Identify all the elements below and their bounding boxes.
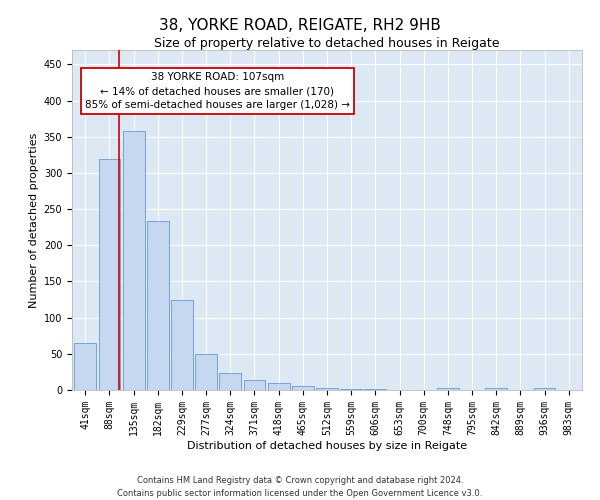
Bar	[195, 354, 217, 390]
Bar	[98, 158, 121, 390]
Text: 38, YORKE ROAD, REIGATE, RH2 9HB: 38, YORKE ROAD, REIGATE, RH2 9HB	[159, 18, 441, 32]
Bar	[147, 222, 169, 390]
Bar	[316, 388, 338, 390]
Bar	[123, 131, 145, 390]
Bar	[268, 384, 290, 390]
X-axis label: Distribution of detached houses by size in Reigate: Distribution of detached houses by size …	[187, 440, 467, 450]
Bar	[533, 388, 556, 390]
Bar	[220, 374, 241, 390]
Title: Size of property relative to detached houses in Reigate: Size of property relative to detached ho…	[154, 37, 500, 50]
Bar	[292, 386, 314, 390]
Bar	[485, 388, 507, 390]
Y-axis label: Number of detached properties: Number of detached properties	[29, 132, 40, 308]
Bar	[74, 343, 96, 390]
Bar	[171, 300, 193, 390]
Text: 38 YORKE ROAD: 107sqm
← 14% of detached houses are smaller (170)
85% of semi-det: 38 YORKE ROAD: 107sqm ← 14% of detached …	[85, 72, 350, 110]
Text: Contains HM Land Registry data © Crown copyright and database right 2024.
Contai: Contains HM Land Registry data © Crown c…	[118, 476, 482, 498]
Bar	[244, 380, 265, 390]
Bar	[437, 388, 459, 390]
